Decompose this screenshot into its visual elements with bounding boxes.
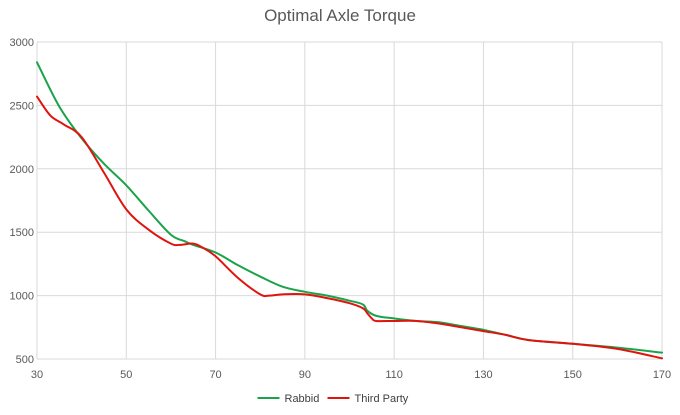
x-tick-label: 90 [299, 369, 311, 381]
chart-title: Optimal Axle Torque [264, 6, 416, 25]
legend-label: Third Party [355, 393, 409, 405]
y-tick-label: 2000 [10, 164, 34, 176]
series-line-third-party [36, 95, 663, 360]
x-tick-label: 30 [31, 369, 43, 381]
x-tick-label: 130 [474, 369, 492, 381]
y-tick-label: 1500 [10, 227, 34, 239]
grid [36, 41, 663, 360]
x-tick-label: 70 [209, 369, 221, 381]
x-tick-label: 170 [653, 369, 671, 381]
x-tick-label: 50 [120, 369, 132, 381]
x-tick-label: 150 [564, 369, 582, 381]
axis-labels: 500 1000 1500 2000 2500 3000 30 50 70 90 110 130 150… [10, 37, 672, 381]
legend-label: Rabbid [285, 393, 320, 405]
y-tick-label: 2500 [10, 100, 34, 112]
y-tick-label: 500 [16, 354, 34, 366]
y-tick-label: 1000 [10, 291, 34, 303]
legend: Rabbid Third Party [257, 393, 409, 405]
series-lines [36, 61, 663, 360]
x-tick-label: 110 [385, 369, 403, 381]
y-tick-label: 3000 [10, 37, 34, 49]
